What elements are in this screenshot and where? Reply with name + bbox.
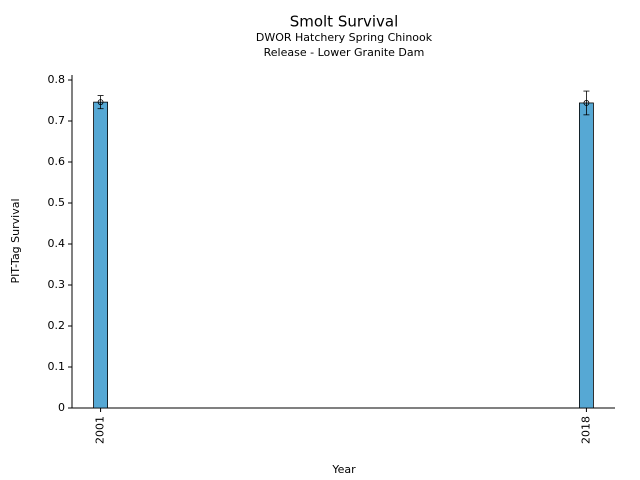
- y-tick-label: 0: [58, 401, 65, 414]
- y-tick-label: 0.7: [48, 114, 66, 127]
- chart-title: Smolt Survival: [290, 13, 399, 31]
- marker: [583, 100, 590, 106]
- bar: [93, 101, 108, 409]
- marker: [97, 99, 104, 106]
- y-tick-label: 0.6: [48, 155, 66, 168]
- y-axis-label: PIT-Tag Survival: [9, 198, 22, 283]
- y-tick-label: 0.8: [48, 73, 66, 86]
- x-axis-label: Year: [331, 463, 356, 476]
- chart-subtitle: DWOR Hatchery Spring Chinook: [256, 31, 433, 44]
- x-tick-label: 2018: [579, 416, 592, 444]
- chart-subtitle: Release - Lower Granite Dam: [264, 46, 425, 59]
- y-tick-label: 0.3: [48, 278, 66, 291]
- y-tick-label: 0.4: [48, 237, 66, 250]
- y-tick-label: 0.1: [48, 360, 66, 373]
- y-tick-label: 0.2: [48, 319, 66, 332]
- bar: [579, 102, 594, 409]
- y-tick-label: 0.5: [48, 196, 66, 209]
- x-tick-label: 2001: [94, 416, 107, 444]
